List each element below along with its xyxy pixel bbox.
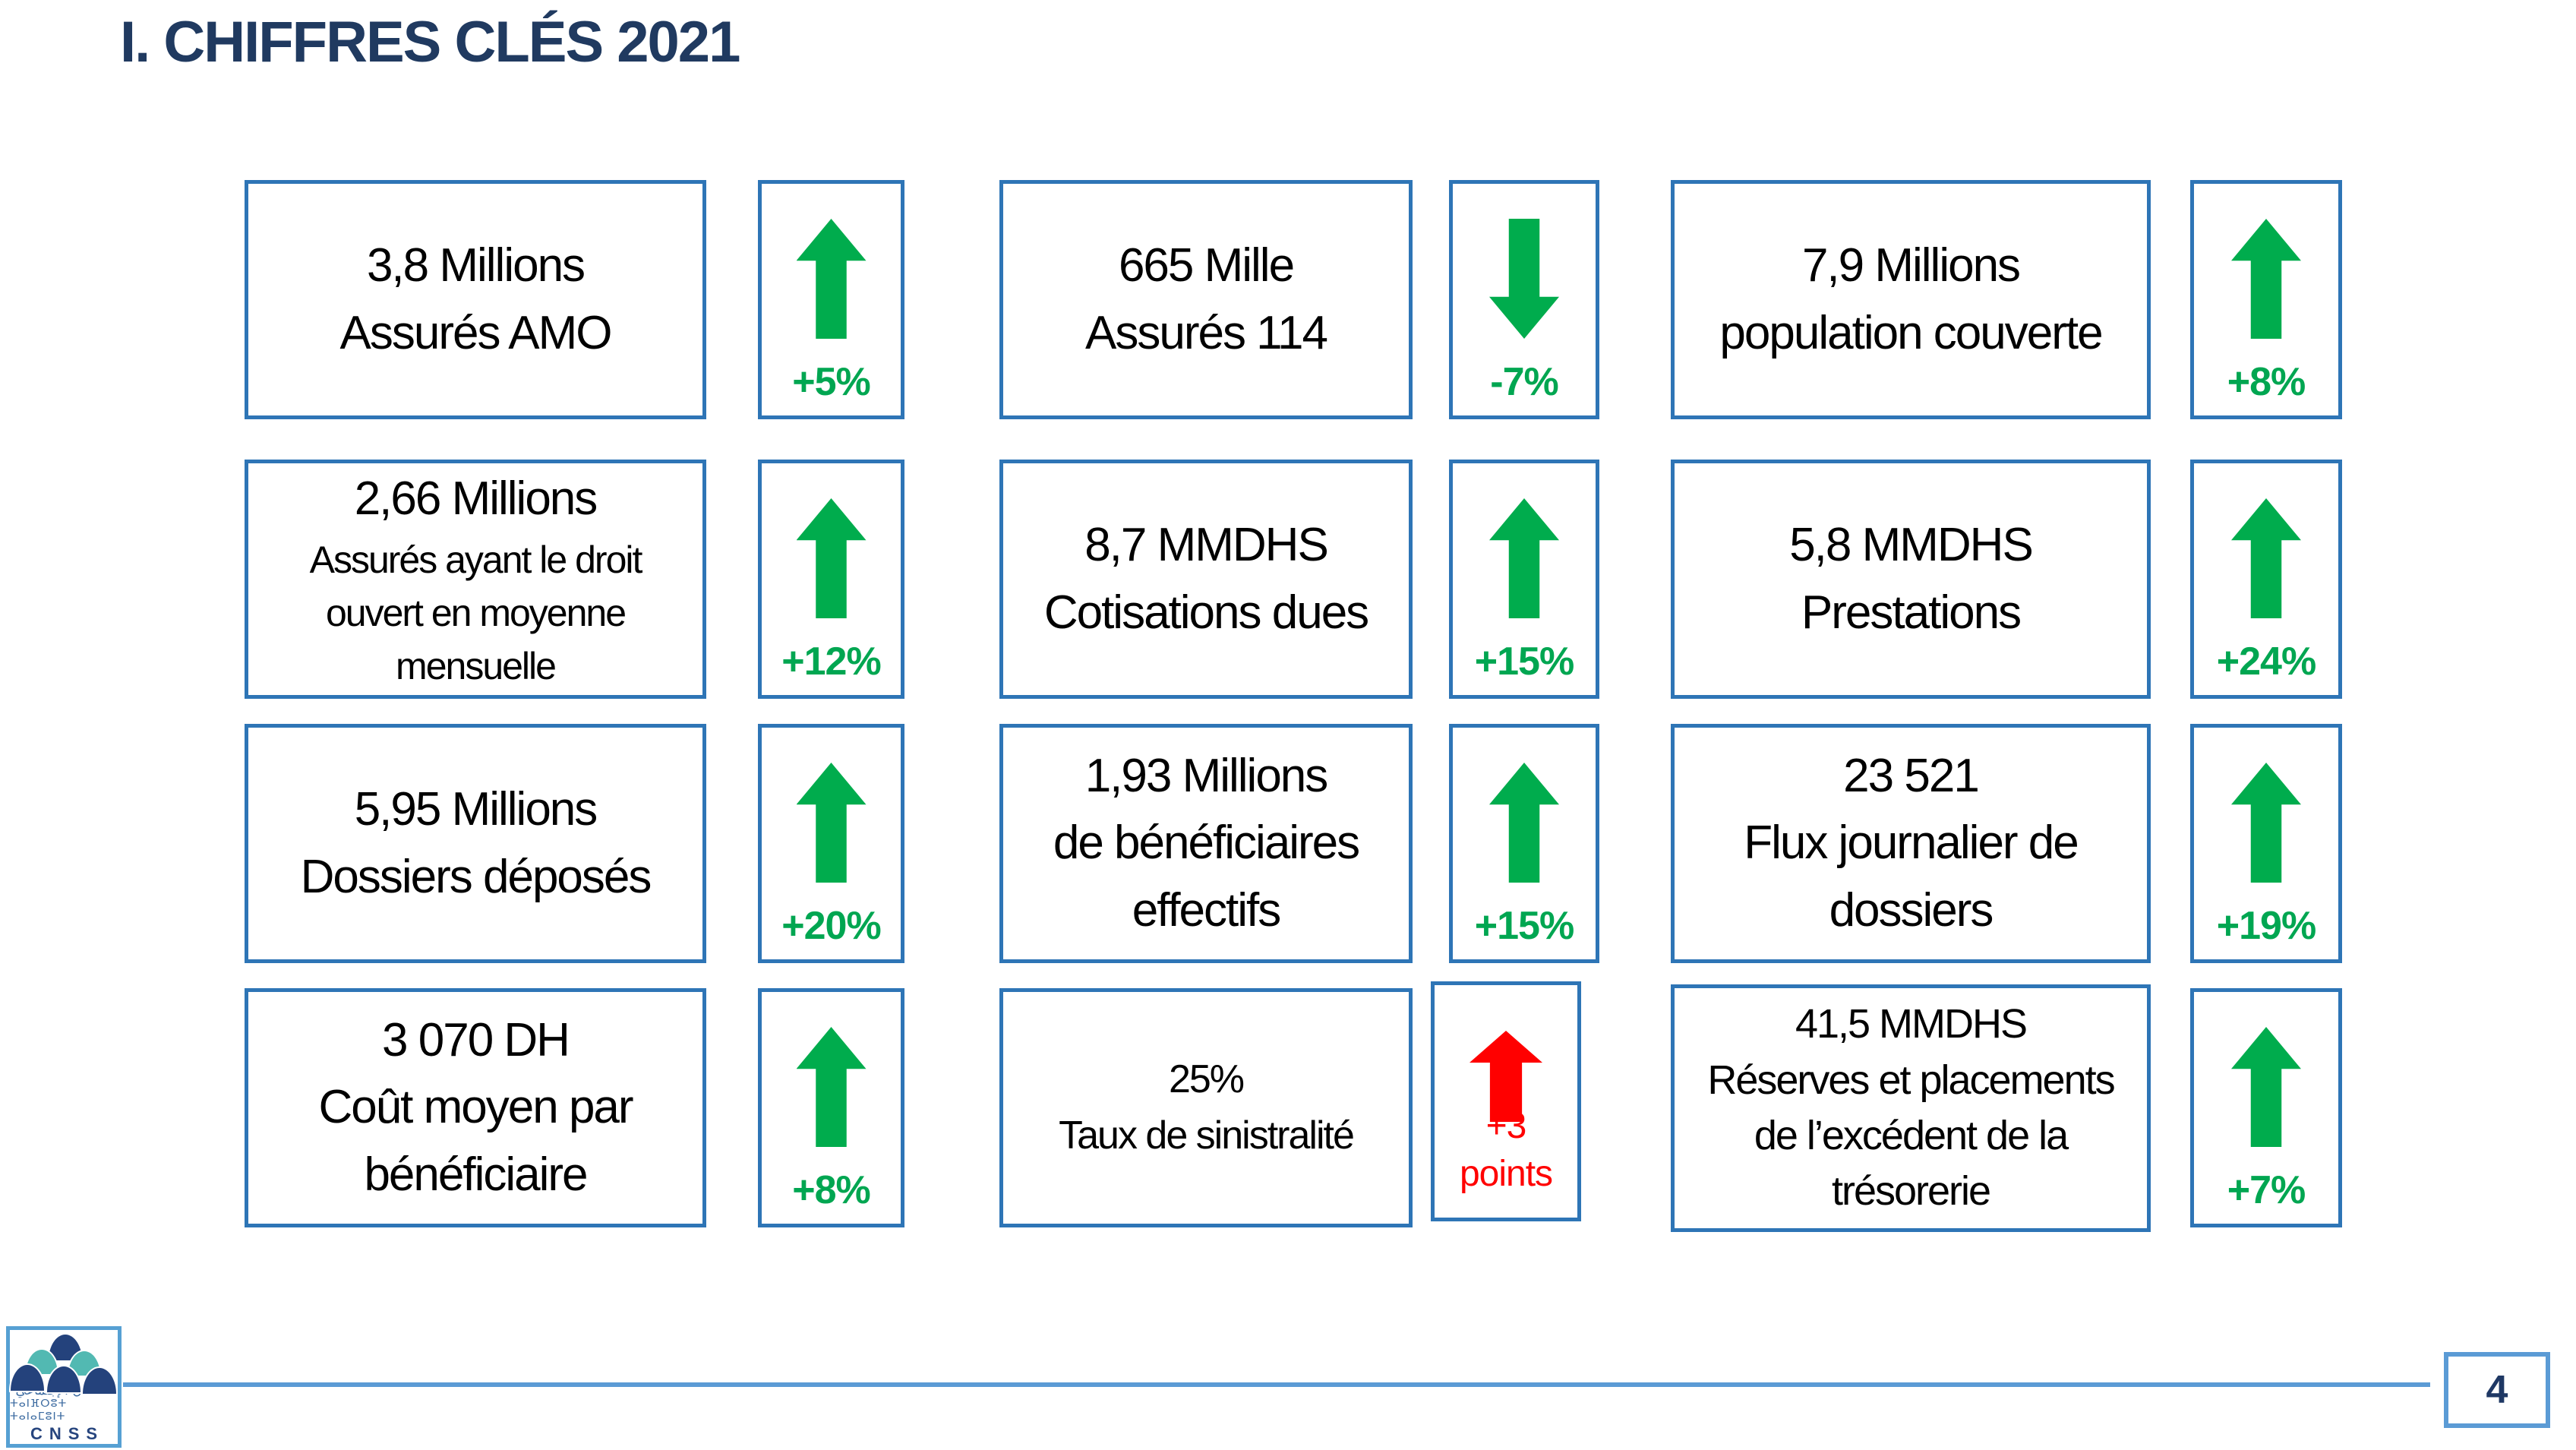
stat-label: de bénéficiaires effectifs — [1053, 817, 1360, 937]
cnss-logo-icon — [11, 1335, 117, 1394]
stat-text: 5,8 MMDHS Prestations — [1690, 512, 2132, 646]
stat-value: 1,93 Millions — [1084, 750, 1329, 803]
stat-text: 23 521 Flux journalier de dossiers — [1690, 743, 2132, 943]
stat-text: 3,8 Millions Assurés AMO — [264, 232, 687, 366]
stat-label: Assurés 114 — [1084, 306, 1328, 359]
change-value: -7% — [1490, 360, 1558, 404]
trend-badge-flux-journalier: +19% — [2190, 724, 2342, 963]
stat-value: 665 Mille — [1118, 239, 1295, 292]
stat-value: 5,95 Millions — [354, 783, 598, 836]
change-value: +20% — [781, 904, 881, 948]
stat-value: 41,5 MMDHS — [1795, 1001, 2028, 1047]
arrow-up-icon — [796, 498, 867, 618]
stat-value: 5,8 MMDHS — [1789, 519, 2034, 572]
trend-badge-cout-moyen: +8% — [758, 988, 904, 1227]
arrow-up-icon — [1489, 763, 1559, 883]
change-value: +15% — [1474, 640, 1574, 684]
stat-card-prestations: 5,8 MMDHS Prestations — [1671, 460, 2151, 699]
arrow-up-icon — [2231, 763, 2301, 883]
trend-badge-prestations: +24% — [2190, 460, 2342, 699]
stat-label: Assurés ayant le droit ouvert en moyenne… — [309, 538, 643, 687]
stat-label: population couverte — [1719, 306, 2103, 359]
stat-label: Cotisations dues — [1043, 586, 1369, 639]
stat-label: Dossiers déposés — [300, 850, 652, 903]
stat-value: 25% — [1168, 1057, 1245, 1101]
stat-card-assures-114: 665 Mille Assurés 114 — [999, 180, 1413, 419]
logo-acronym: CNSS — [30, 1424, 105, 1443]
change-value: +3 points — [1459, 1106, 1553, 1194]
trend-badge-population-couverte: +8% — [2190, 180, 2342, 419]
arrow-up-icon — [796, 219, 867, 339]
stat-text: 2,66 Millions Assurés ayant le droit ouv… — [264, 466, 687, 692]
change-value: +8% — [2227, 360, 2306, 404]
change-value: +19% — [2216, 904, 2316, 948]
stat-card-taux-sinistralite: 25% Taux de sinistralité — [999, 988, 1413, 1227]
stat-value: 3 070 DH — [382, 1014, 570, 1067]
stat-text: 665 Mille Assurés 114 — [1018, 232, 1394, 366]
stat-card-droit-ouvert: 2,66 Millions Assurés ayant le droit ouv… — [245, 460, 706, 699]
stat-label: Prestations — [1801, 586, 2022, 639]
stat-card-population-couverte: 7,9 Millions population couverte — [1671, 180, 2151, 419]
trend-badge-reserves-placements: +7% — [2190, 988, 2342, 1227]
change-value: +8% — [792, 1168, 871, 1212]
stat-card-cout-moyen: 3 070 DH Coût moyen par bénéficiaire — [245, 988, 706, 1227]
stat-label: Assurés AMO — [339, 306, 613, 359]
stat-text: 3 070 DH Coût moyen par bénéficiaire — [264, 1007, 687, 1208]
logo-tifinagh-text: ⵜⴰⵏⴼⵔⵓⵜ ⵜⴰⵏⴰⵎⵓⵏⵜ — [10, 1398, 68, 1423]
stat-text: 25% Taux de sinistralité — [1018, 1052, 1394, 1164]
stat-text: 5,95 Millions Dossiers déposés — [264, 776, 687, 910]
stat-text: 1,93 Millions de bénéficiaires effectifs — [1018, 743, 1394, 943]
change-value: +15% — [1474, 904, 1574, 948]
trend-badge-taux-sinistralite: +3 points — [1431, 981, 1581, 1221]
change-value: +7% — [2227, 1168, 2306, 1212]
stat-value: 2,66 Millions — [354, 472, 598, 526]
stat-text: 41,5 MMDHS Réserves et placements de l’e… — [1690, 997, 2132, 1220]
arrow-up-icon — [796, 763, 867, 883]
trend-badge-beneficiaires-effectifs: +15% — [1449, 724, 1599, 963]
arrow-up-icon — [2231, 1027, 2301, 1147]
arrow-up-icon — [2231, 219, 2301, 339]
trend-badge-assures-amo: +5% — [758, 180, 904, 419]
stat-label: Flux journalier de dossiers — [1744, 817, 2079, 937]
stat-card-beneficiaires-effectifs: 1,93 Millions de bénéficiaires effectifs — [999, 724, 1413, 963]
trend-badge-dossiers-deposes: +20% — [758, 724, 904, 963]
page-number: 4 — [2486, 1368, 2508, 1412]
arrow-up-icon — [1489, 498, 1559, 618]
stat-card-flux-journalier: 23 521 Flux journalier de dossiers — [1671, 724, 2151, 963]
stat-card-reserves-placements: 41,5 MMDHS Réserves et placements de l’e… — [1671, 984, 2151, 1232]
page-number-box: 4 — [2444, 1352, 2550, 1428]
stat-value: 23 521 — [1843, 750, 1980, 803]
stat-text: 7,9 Millions population couverte — [1690, 232, 2132, 366]
stat-value: 7,9 Millions — [1801, 239, 2021, 292]
change-value: +12% — [781, 640, 881, 684]
change-value: +5% — [792, 360, 871, 404]
stat-card-dossiers-deposes: 5,95 Millions Dossiers déposés — [245, 724, 706, 963]
stat-value: 8,7 MMDHS — [1084, 519, 1329, 572]
stat-text: 8,7 MMDHS Cotisations dues — [1018, 512, 1394, 646]
arrow-up-icon — [796, 1027, 867, 1147]
stat-label: Réserves et placements de l’excédent de … — [1707, 1057, 2115, 1215]
stat-card-cotisations-dues: 8,7 MMDHS Cotisations dues — [999, 460, 1413, 699]
trend-badge-cotisations-dues: +15% — [1449, 460, 1599, 699]
arrow-down-icon — [1489, 219, 1559, 339]
cnss-logo: الضمان الإجتماعي ⵜⴰⵏⴼⵔⵓⵜ ⵜⴰⵏⴰⵎⵓⵏⵜ CNSS — [6, 1326, 122, 1448]
arrow-up-icon — [2231, 498, 2301, 618]
stat-label: Coût moyen par bénéficiaire — [318, 1081, 633, 1201]
stat-value: 3,8 Millions — [366, 239, 586, 292]
slide-title: I. CHIFFRES CLÉS 2021 — [120, 10, 740, 74]
change-value: +24% — [2216, 640, 2316, 684]
stat-card-assures-amo: 3,8 Millions Assurés AMO — [245, 180, 706, 419]
trend-badge-droit-ouvert: +12% — [758, 460, 904, 699]
footer-divider — [123, 1382, 2430, 1387]
stat-label: Taux de sinistralité — [1059, 1113, 1355, 1158]
trend-badge-assures-114: -7% — [1449, 180, 1599, 419]
